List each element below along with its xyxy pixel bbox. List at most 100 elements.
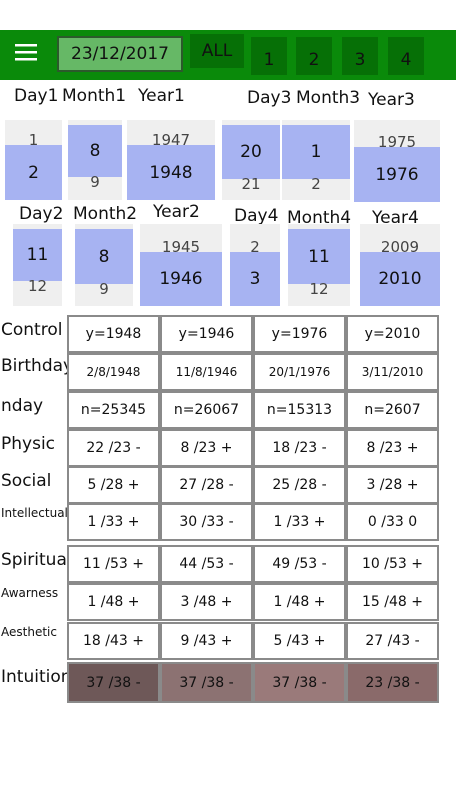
row-label: Aesthetic (1, 625, 57, 639)
picker-next: 12 (27, 277, 48, 295)
picker-value: 11 (13, 229, 62, 281)
table-cell: 49 /53 - (253, 545, 346, 583)
table-cell: n=2607 (346, 391, 439, 429)
picker-prev: 1947 (151, 131, 191, 149)
toolbar-button[interactable]: 3 (342, 37, 378, 75)
toolbar-button[interactable]: ALL (190, 34, 244, 68)
row-label: Intuition (1, 667, 72, 687)
table-cell: 2/8/1948 (67, 353, 160, 391)
picker-prev: 1945 (161, 238, 201, 256)
row-label: nday (1, 396, 44, 416)
picker-label: Day1 (14, 86, 59, 106)
table-cell: 18 /23 - (253, 429, 346, 467)
picker-next: 2 (311, 175, 321, 193)
picker[interactable]: 11 12 (13, 224, 62, 306)
picker-value: 8 (75, 229, 133, 284)
picker[interactable]: 1945 1946 (140, 224, 222, 306)
table-cell: 8 /23 + (346, 429, 439, 467)
table-cell: y=1946 (160, 315, 253, 353)
picker-label: Day2 (19, 204, 64, 224)
table-cell: n=26067 (160, 391, 253, 429)
table-cell: 11/8/1946 (160, 353, 253, 391)
picker-label: Year3 (368, 90, 415, 110)
toolbar-button[interactable]: 1 (251, 37, 287, 75)
table-cell: 1 /33 + (253, 503, 346, 541)
picker-prev: 1975 (377, 133, 417, 151)
table-cell: 5 /28 + (67, 466, 160, 504)
table-cell: 3/11/2010 (346, 353, 439, 391)
menu-icon (15, 44, 37, 61)
picker-value: 1948 (127, 145, 215, 200)
table-cell: 18 /43 + (67, 622, 160, 660)
table-cell: 23 /38 - (346, 662, 439, 703)
row-label: Control (1, 320, 63, 340)
table-cell: 3 /28 + (346, 466, 439, 504)
table-cell: 3 /48 + (160, 583, 253, 621)
picker-value: 8 (68, 125, 122, 177)
table-cell: y=1948 (67, 315, 160, 353)
table-cell: 37 /38 - (67, 662, 160, 703)
picker-next: 9 (99, 280, 109, 298)
toolbar: 23/12/2017 ALL 1 2 3 4 (0, 30, 456, 80)
table-cell: 5 /43 + (253, 622, 346, 660)
table-cell: 37 /38 - (160, 662, 253, 703)
picker-label: Year2 (153, 202, 200, 222)
table-cell: n=25345 (67, 391, 160, 429)
picker-value: 1976 (354, 147, 440, 202)
picker-value: 1946 (140, 252, 222, 306)
table-cell: 27 /28 - (160, 466, 253, 504)
picker-prev: 2009 (380, 238, 420, 256)
table-cell: 44 /53 - (160, 545, 253, 583)
picker-next: 12 (309, 280, 329, 298)
picker[interactable]: 1975 1976 (354, 120, 440, 202)
picker[interactable]: 1947 1948 (127, 120, 215, 200)
picker-value: 20 (222, 125, 280, 179)
table-cell: 30 /33 - (160, 503, 253, 541)
date-button[interactable]: 23/12/2017 (57, 36, 183, 72)
table-cell: 1 /33 + (67, 503, 160, 541)
picker-label: Month2 (73, 204, 138, 224)
row-label: Birthday (1, 356, 74, 376)
row-label: Spiritual (1, 550, 72, 570)
picker-next: 21 (241, 175, 261, 193)
toolbar-button[interactable]: 2 (296, 37, 332, 75)
row-label: Awarness (1, 586, 59, 600)
row-label: Physic (1, 434, 56, 454)
picker-prev: 1 (28, 131, 39, 149)
picker[interactable]: 11 12 (288, 224, 350, 306)
table-cell: 25 /28 - (253, 466, 346, 504)
row-label: Intellectual (1, 506, 68, 520)
toolbar-button[interactable]: 4 (388, 37, 424, 75)
picker-label: Month1 (62, 86, 127, 106)
menu-button[interactable] (4, 34, 48, 70)
picker-value: 11 (288, 229, 350, 284)
table-cell: 1 /48 + (253, 583, 346, 621)
picker-label: Day4 (234, 206, 279, 226)
table-cell: 9 /43 + (160, 622, 253, 660)
picker-label: Month3 (296, 88, 361, 108)
picker-value: 3 (230, 252, 280, 306)
picker-label: Month4 (287, 208, 352, 228)
picker[interactable]: 2009 2010 (360, 224, 440, 306)
picker-value: 1 (282, 125, 350, 179)
picker-value: 2 (5, 145, 62, 200)
picker-label: Day3 (247, 88, 292, 108)
table-cell: 0 /33 0 (346, 503, 439, 541)
table-cell: 11 /53 + (67, 545, 160, 583)
picker-next: 9 (90, 173, 100, 191)
table-cell: 37 /38 - (253, 662, 346, 703)
table-cell: 1 /48 + (67, 583, 160, 621)
picker-label: Year1 (138, 86, 185, 106)
picker-label: Year4 (372, 208, 419, 228)
picker-prev: 2 (250, 238, 260, 256)
table-cell: 15 /48 + (346, 583, 439, 621)
table-cell: y=2010 (346, 315, 439, 353)
picker[interactable]: 20 21 (222, 120, 280, 200)
table-cell: n=15313 (253, 391, 346, 429)
